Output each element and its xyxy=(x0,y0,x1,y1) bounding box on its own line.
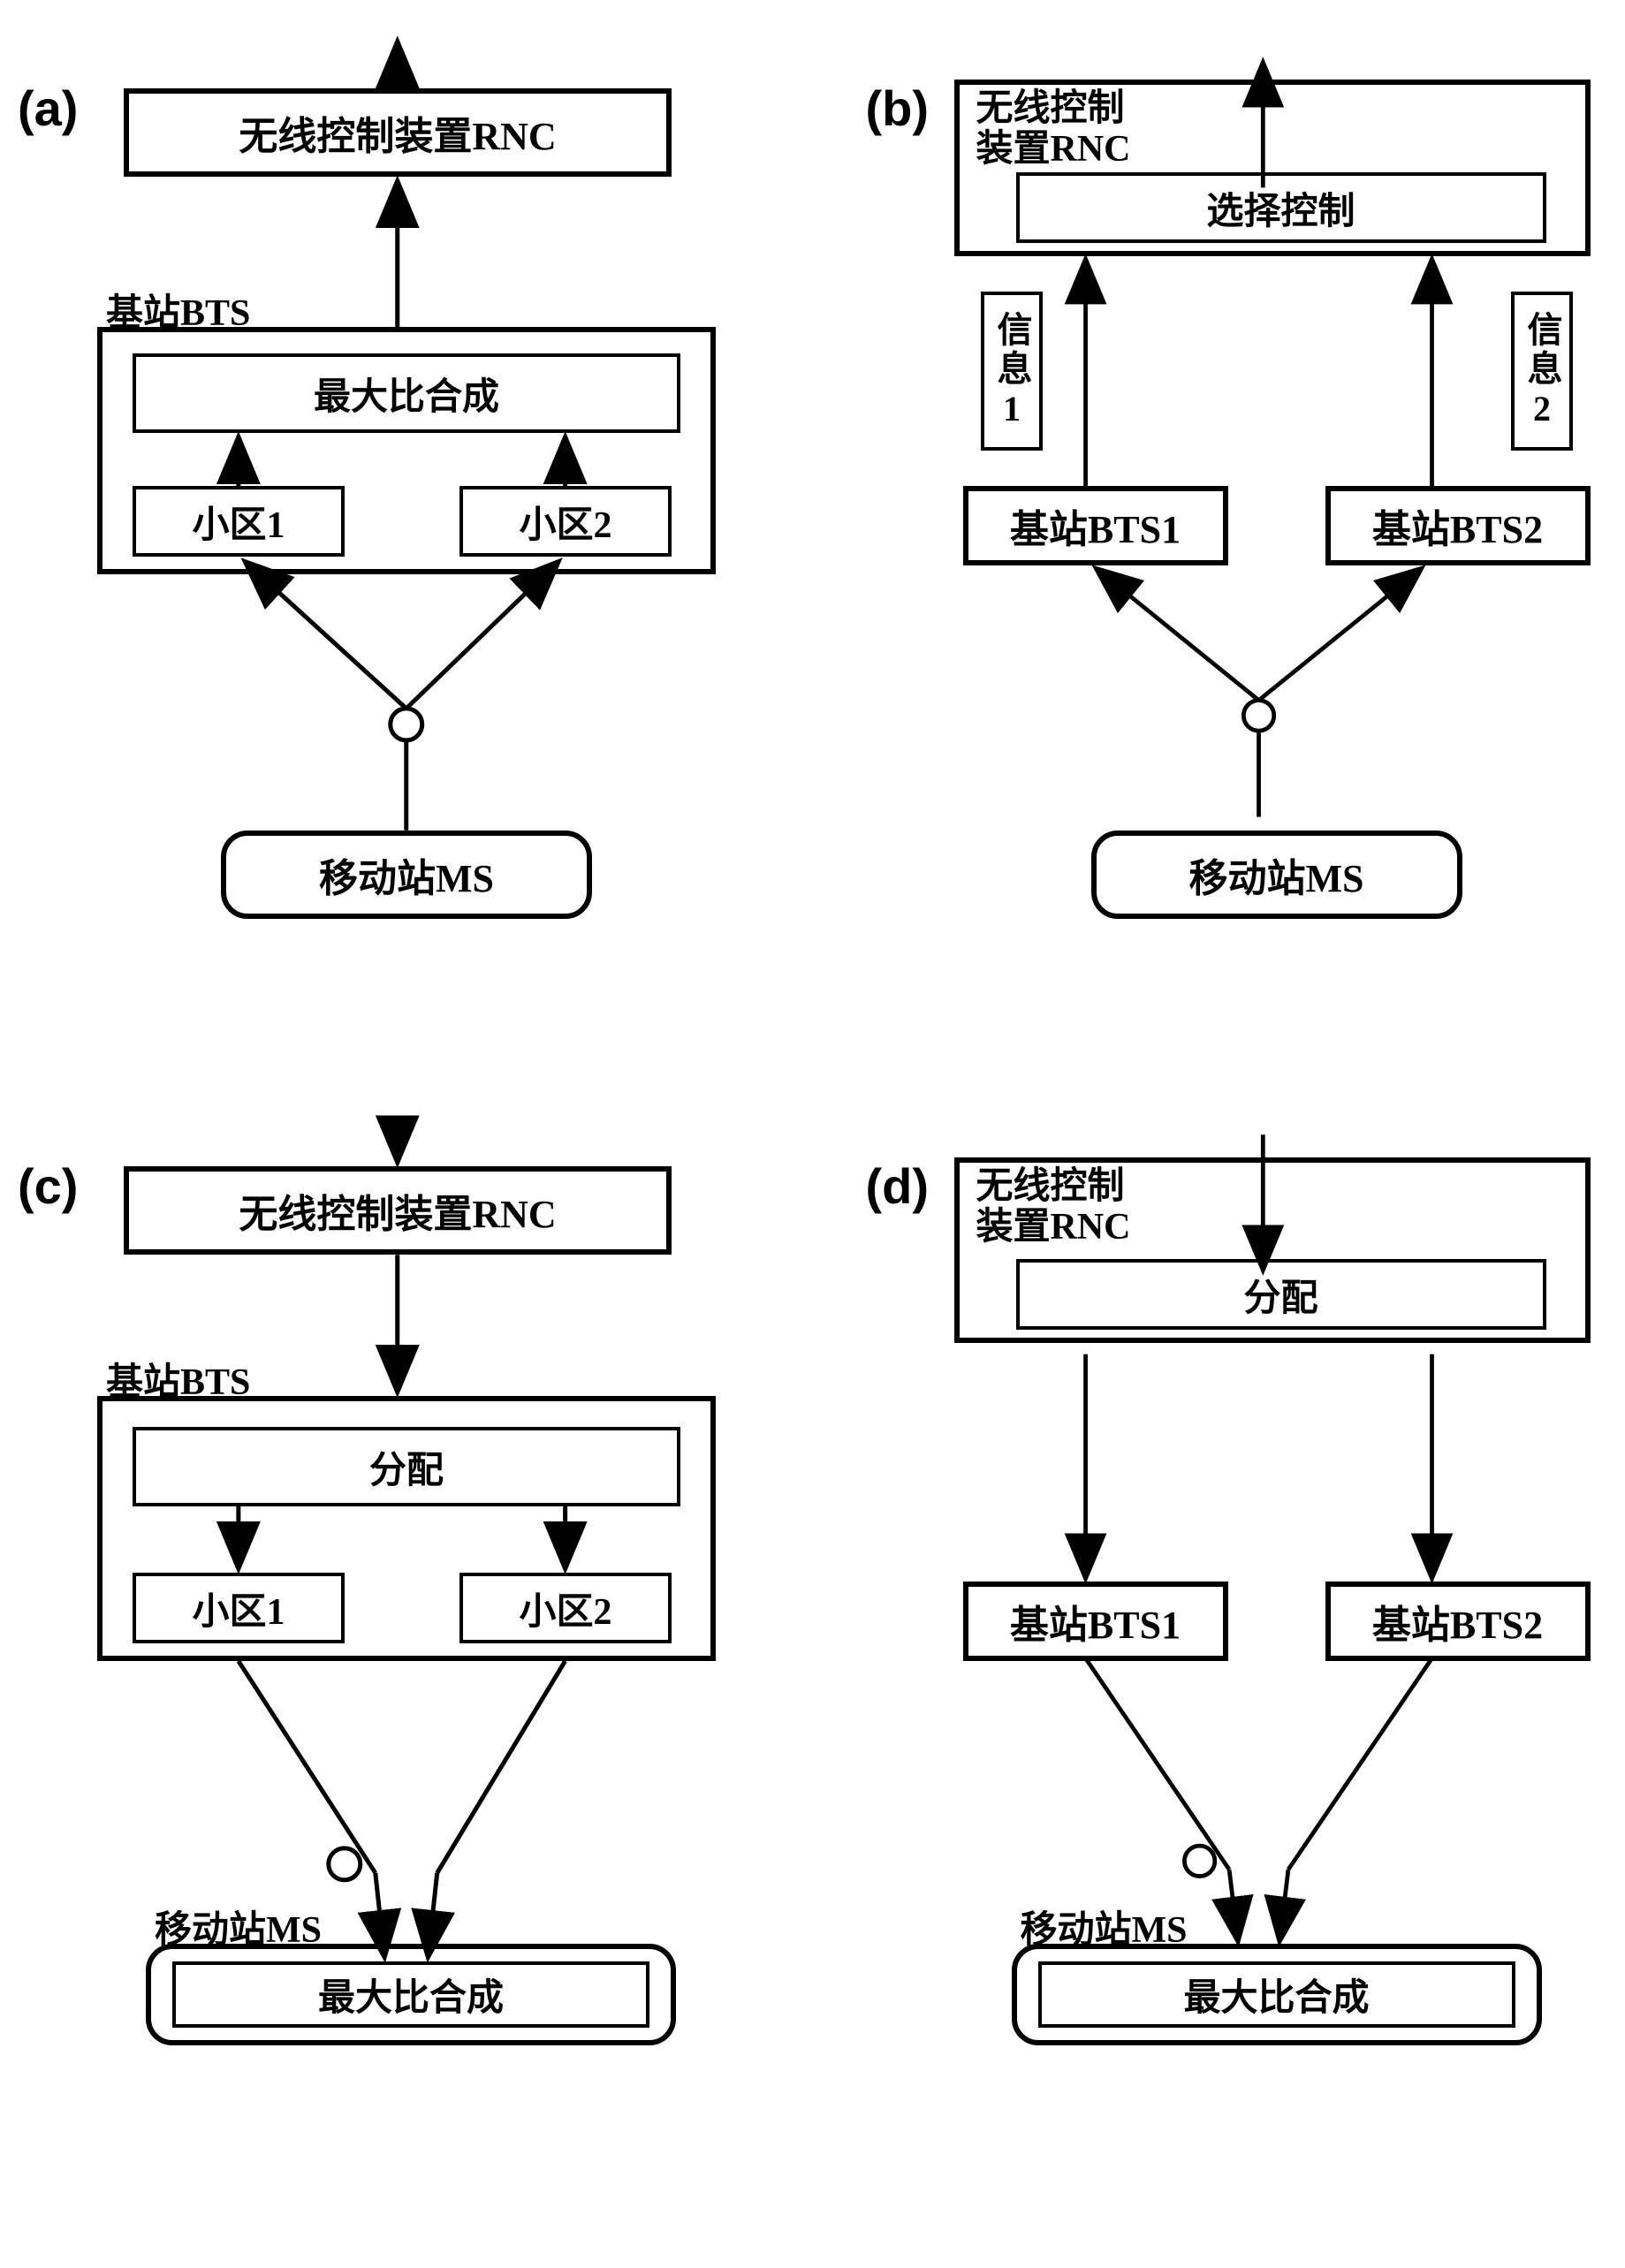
diagram-grid: (a) 无线控制装置RNC 基站BTS 最大比合成 小区1 小区2 移动站MS xyxy=(18,35,1625,2085)
panel-a-cell1: 小区1 xyxy=(133,486,345,557)
panel-a-bts-label: 基站BTS xyxy=(106,283,250,337)
panel-b-selector-text: 选择控制 xyxy=(1206,181,1355,235)
panel-b-bts2-text: 基站BTS2 xyxy=(1372,497,1543,554)
panel-b-info2: 信息2 xyxy=(1511,292,1573,451)
panel-a-cell2: 小区2 xyxy=(459,486,672,557)
panel-b-info1-text: 信息1 xyxy=(986,311,1037,432)
panel-d-tag: (d) xyxy=(866,1157,930,1215)
panel-d: (d) 无线控制 装置RNC 分配 基站BTS1 基站BTS2 移动站MS 最大… xyxy=(866,1113,1625,2085)
panel-c-combiner: 最大比合成 xyxy=(172,1961,649,2028)
panel-a-tag: (a) xyxy=(18,80,78,137)
panel-b-selector: 选择控制 xyxy=(1016,172,1546,243)
panel-d-bts2-text: 基站BTS2 xyxy=(1372,1593,1543,1650)
panel-a-cell2-text: 小区2 xyxy=(519,495,611,549)
panel-c-distributor-text: 分配 xyxy=(369,1440,444,1494)
panel-c-rnc: 无线控制装置RNC xyxy=(124,1166,672,1255)
panel-a-combiner-text: 最大比合成 xyxy=(314,367,499,421)
page: (a) 无线控制装置RNC 基站BTS 最大比合成 小区1 小区2 移动站MS xyxy=(18,35,1625,2085)
panel-c-tag: (c) xyxy=(18,1157,78,1215)
panel-a-cell1-text: 小区1 xyxy=(192,495,285,549)
panel-c: (c) 无线控制装置RNC 基站BTS 分配 小区1 小区2 移动站MS 最大比… xyxy=(18,1113,795,2085)
panel-a-rnc-box: 无线控制装置RNC xyxy=(124,88,672,177)
panel-c-ms-label: 移动站MS xyxy=(155,1900,322,1953)
panel-b-bts1-text: 基站BTS1 xyxy=(1010,497,1181,554)
panel-c-cell2: 小区2 xyxy=(459,1573,672,1643)
panel-d-bts2: 基站BTS2 xyxy=(1325,1582,1591,1661)
panel-c-bts-label: 基站BTS xyxy=(106,1352,250,1406)
panel-d-rnc-label: 无线控制 装置RNC xyxy=(976,1166,1131,1248)
panel-a-combiner: 最大比合成 xyxy=(133,353,680,433)
panel-c-cell1-text: 小区1 xyxy=(192,1582,285,1635)
panel-d-combiner: 最大比合成 xyxy=(1038,1961,1515,2028)
panel-b-ms-text: 移动站MS xyxy=(1189,846,1364,903)
panel-a-ms-text: 移动站MS xyxy=(319,846,494,903)
panel-b: (b) 无线控制 装置RNC 选择控制 信息1 信息2 基站BTS1 基站BTS… xyxy=(866,35,1625,1007)
panel-d-ms-label: 移动站MS xyxy=(1021,1900,1188,1953)
panel-d-distributor: 分配 xyxy=(1016,1259,1546,1330)
panel-d-rnc-label-text: 无线控制 装置RNC xyxy=(976,1166,1131,1248)
panel-b-info1: 信息1 xyxy=(981,292,1043,451)
panel-c-distributor: 分配 xyxy=(133,1427,680,1506)
panel-b-rnc-label: 无线控制 装置RNC xyxy=(976,88,1131,170)
panel-a-rnc-text: 无线控制装置RNC xyxy=(239,104,556,161)
panel-b-bts1: 基站BTS1 xyxy=(963,486,1228,565)
panel-b-ms: 移动站MS xyxy=(1091,831,1462,919)
panel-b-tag: (b) xyxy=(866,80,930,137)
panel-d-distributor-text: 分配 xyxy=(1243,1268,1317,1322)
panel-d-combiner-text: 最大比合成 xyxy=(1183,1968,1369,2021)
panel-c-combiner-text: 最大比合成 xyxy=(318,1968,504,2021)
panel-c-rnc-text: 无线控制装置RNC xyxy=(239,1182,556,1239)
panel-d-bts1: 基站BTS1 xyxy=(963,1582,1228,1661)
panel-a: (a) 无线控制装置RNC 基站BTS 最大比合成 小区1 小区2 移动站MS xyxy=(18,35,795,1007)
panel-b-rnc-label-text: 无线控制 装置RNC xyxy=(976,88,1131,170)
panel-b-info2-text: 信息2 xyxy=(1516,311,1568,432)
panel-c-cell2-text: 小区2 xyxy=(519,1582,611,1635)
panel-b-bts2: 基站BTS2 xyxy=(1325,486,1591,565)
panel-d-bts1-text: 基站BTS1 xyxy=(1010,1593,1181,1650)
panel-c-cell1: 小区1 xyxy=(133,1573,345,1643)
panel-a-ms: 移动站MS xyxy=(221,831,592,919)
